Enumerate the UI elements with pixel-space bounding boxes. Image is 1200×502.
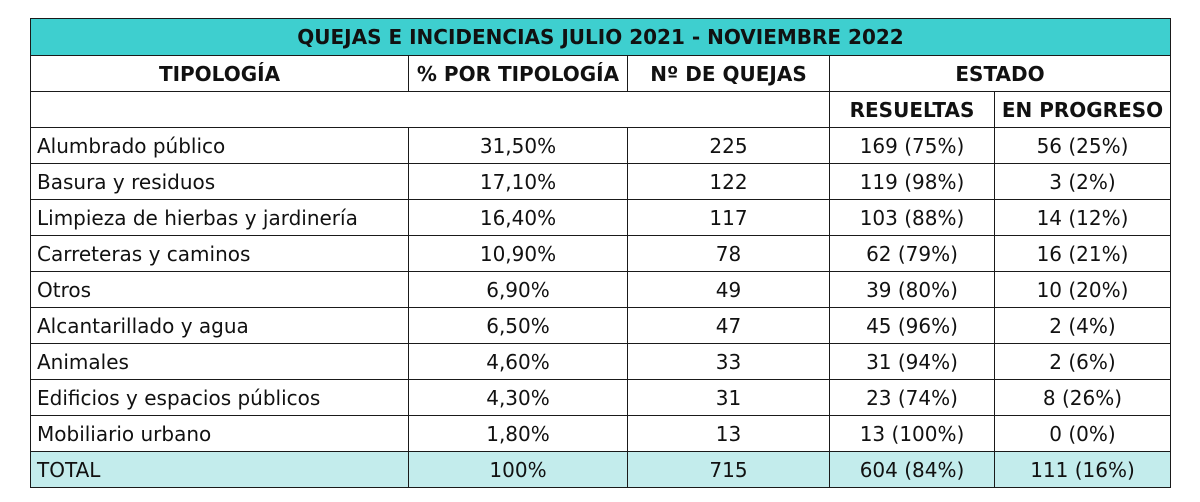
cell-quejas: 225 bbox=[627, 127, 830, 164]
cell-tipologia: Limpieza de hierbas y jardinería bbox=[30, 199, 409, 236]
cell-resueltas: 169 (75%) bbox=[829, 127, 995, 164]
table-row: Edificios y espacios públicos 4,30% 31 23 (… bbox=[30, 379, 1171, 416]
complaints-table-container: QUEJAS E INCIDENCIAS JULIO 2021 - NOVIEM… bbox=[30, 18, 1171, 488]
complaints-table: QUEJAS E INCIDENCIAS JULIO 2021 - NOVIEM… bbox=[30, 18, 1171, 488]
cell-en-progreso: 2 (6%) bbox=[994, 343, 1171, 380]
header-quejas: Nº DE QUEJAS bbox=[627, 55, 830, 92]
cell-quejas: 49 bbox=[627, 271, 830, 308]
header-tipologia: TIPOLOGÍA bbox=[30, 55, 409, 92]
total-en-progreso: 111 (16%) bbox=[994, 451, 1171, 488]
cell-resueltas: 23 (74%) bbox=[829, 379, 995, 416]
cell-quejas: 33 bbox=[627, 343, 830, 380]
table-title: QUEJAS E INCIDENCIAS JULIO 2021 - NOVIEM… bbox=[30, 18, 1171, 56]
header-porcentaje: % POR TIPOLOGÍA bbox=[408, 55, 628, 92]
cell-porcentaje: 1,80% bbox=[408, 415, 628, 452]
cell-porcentaje: 6,90% bbox=[408, 271, 628, 308]
cell-quejas: 13 bbox=[627, 415, 830, 452]
cell-en-progreso: 16 (21%) bbox=[994, 235, 1171, 272]
table-body: Alumbrado público 31,50% 225 169 (75%) 56 (2… bbox=[30, 127, 1171, 452]
total-resueltas: 604 (84%) bbox=[829, 451, 995, 488]
table-row: Mobiliario urbano 1,80% 13 13 (100%) 0 (0%) bbox=[30, 415, 1171, 452]
cell-porcentaje: 4,60% bbox=[408, 343, 628, 380]
cell-porcentaje: 16,40% bbox=[408, 199, 628, 236]
header-estado: ESTADO bbox=[829, 55, 1171, 92]
cell-quejas: 47 bbox=[627, 307, 830, 344]
cell-resueltas: 31 (94%) bbox=[829, 343, 995, 380]
total-porcentaje: 100% bbox=[408, 451, 628, 488]
table-row: Animales 4,60% 33 31 (94%) 2 (6%) bbox=[30, 343, 1171, 380]
total-row: TOTAL 100% 715 604 (84%) 111 (16%) bbox=[30, 451, 1171, 488]
cell-resueltas: 45 (96%) bbox=[829, 307, 995, 344]
header-blank-cell bbox=[30, 91, 830, 128]
cell-en-progreso: 2 (4%) bbox=[994, 307, 1171, 344]
cell-porcentaje: 17,10% bbox=[408, 163, 628, 200]
cell-porcentaje: 10,90% bbox=[408, 235, 628, 272]
cell-porcentaje: 6,50% bbox=[408, 307, 628, 344]
cell-tipologia: Mobiliario urbano bbox=[30, 415, 409, 452]
cell-en-progreso: 3 (2%) bbox=[994, 163, 1171, 200]
cell-tipologia: Alcantarillado y agua bbox=[30, 307, 409, 344]
cell-porcentaje: 31,50% bbox=[408, 127, 628, 164]
cell-en-progreso: 8 (26%) bbox=[994, 379, 1171, 416]
table-row: Alumbrado público 31,50% 225 169 (75%) 56 (2… bbox=[30, 127, 1171, 164]
table-row: Carreteras y caminos 10,90% 78 62 (79%) 16 (… bbox=[30, 235, 1171, 272]
cell-tipologia: Alumbrado público bbox=[30, 127, 409, 164]
header-en-progreso: EN PROGRESO bbox=[994, 91, 1171, 128]
table-row: Alcantarillado y agua 6,50% 47 45 (96%) 2 (4… bbox=[30, 307, 1171, 344]
total-label: TOTAL bbox=[30, 451, 409, 488]
total-quejas: 715 bbox=[627, 451, 830, 488]
cell-tipologia: Animales bbox=[30, 343, 409, 380]
cell-resueltas: 62 (79%) bbox=[829, 235, 995, 272]
cell-porcentaje: 4,30% bbox=[408, 379, 628, 416]
cell-en-progreso: 10 (20%) bbox=[994, 271, 1171, 308]
cell-resueltas: 39 (80%) bbox=[829, 271, 995, 308]
cell-tipologia: Edificios y espacios públicos bbox=[30, 379, 409, 416]
table-row: Otros 6,90% 49 39 (80%) 10 (20%) bbox=[30, 271, 1171, 308]
cell-en-progreso: 14 (12%) bbox=[994, 199, 1171, 236]
cell-tipologia: Basura y residuos bbox=[30, 163, 409, 200]
cell-quejas: 78 bbox=[627, 235, 830, 272]
table-row: Basura y residuos 17,10% 122 119 (98%) 3 (2%… bbox=[30, 163, 1171, 200]
cell-quejas: 117 bbox=[627, 199, 830, 236]
cell-resueltas: 119 (98%) bbox=[829, 163, 995, 200]
cell-en-progreso: 0 (0%) bbox=[994, 415, 1171, 452]
cell-resueltas: 13 (100%) bbox=[829, 415, 995, 452]
cell-resueltas: 103 (88%) bbox=[829, 199, 995, 236]
cell-tipologia: Carreteras y caminos bbox=[30, 235, 409, 272]
cell-tipologia: Otros bbox=[30, 271, 409, 308]
header-resueltas: RESUELTAS bbox=[829, 91, 995, 128]
cell-quejas: 31 bbox=[627, 379, 830, 416]
cell-quejas: 122 bbox=[627, 163, 830, 200]
table-row: Limpieza de hierbas y jardinería 16,40% 11… bbox=[30, 199, 1171, 236]
cell-en-progreso: 56 (25%) bbox=[994, 127, 1171, 164]
